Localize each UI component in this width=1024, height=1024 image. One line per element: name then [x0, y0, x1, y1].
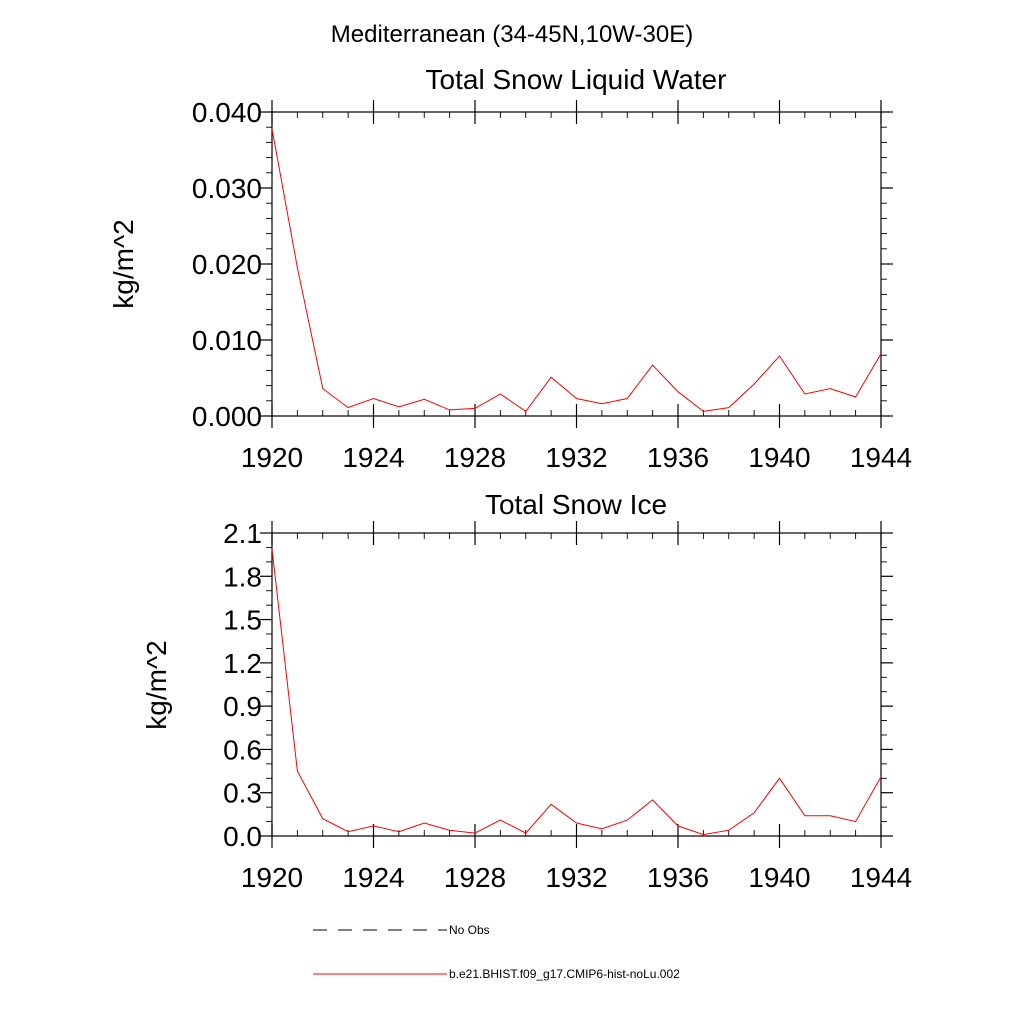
axis-ticks — [260, 521, 893, 848]
figure-title: Mediterranean (34-45N,10W-30E) — [331, 21, 693, 48]
x-tick-label: 1932 — [545, 862, 607, 893]
y-tick-label: 1.5 — [223, 605, 262, 636]
y-tick-label: 0.000 — [192, 401, 262, 432]
series-line — [271, 548, 882, 836]
series-group — [271, 548, 882, 836]
y-axis-label: kg/m^2 — [141, 640, 172, 729]
y-tick-label: 0.040 — [192, 97, 262, 128]
legend-entry-model-run: b.e21.BHIST.f09_g17.CMIP6-hist-noLu.002 — [313, 967, 680, 981]
x-tick-label: 1940 — [748, 442, 810, 473]
x-tick-label: 1944 — [850, 862, 912, 893]
x-tick-label: 1920 — [241, 442, 303, 473]
legend-label: b.e21.BHIST.f09_g17.CMIP6-hist-noLu.002 — [449, 967, 680, 981]
y-tick-label: 0.030 — [192, 173, 262, 204]
x-tick-label: 1928 — [444, 442, 506, 473]
chart-panel-snow-liquid-water: Total Snow Liquid Water kg/m^2 1920 1924 1… — [108, 64, 912, 473]
panel-title: Total Snow Liquid Water — [426, 64, 727, 95]
chart-panel-snow-ice: Total Snow Ice kg/m^2 1920 1924 1928 1932 19… — [141, 489, 912, 893]
y-tick-label: 0.0 — [223, 821, 262, 852]
tick-labels: 1920 1924 1928 1932 1936 1940 1944 0.0 0.3 0.6 0.9… — [223, 518, 912, 893]
x-tick-label: 1928 — [444, 862, 506, 893]
y-tick-label: 1.2 — [223, 648, 262, 679]
x-tick-label: 1924 — [342, 442, 404, 473]
series-group — [271, 128, 882, 413]
legend-label: No Obs — [449, 923, 490, 937]
series-line — [271, 128, 882, 413]
y-tick-label: 0.020 — [192, 249, 262, 280]
plot-frame — [271, 532, 882, 837]
panel-title: Total Snow Ice — [485, 489, 667, 520]
x-tick-label: 1936 — [647, 442, 709, 473]
y-tick-label: 0.010 — [192, 325, 262, 356]
y-tick-label: 1.8 — [223, 561, 262, 592]
x-tick-label: 1940 — [748, 862, 810, 893]
y-tick-label: 0.3 — [223, 778, 262, 809]
y-axis-label: kg/m^2 — [108, 219, 139, 308]
legend-entry-no-obs: No Obs — [313, 923, 490, 937]
x-tick-label: 1944 — [850, 442, 912, 473]
legend: No Obs b.e21.BHIST.f09_g17.CMIP6-hist-no… — [313, 923, 680, 981]
x-tick-label: 1936 — [647, 862, 709, 893]
x-tick-label: 1932 — [545, 442, 607, 473]
x-tick-label: 1920 — [241, 862, 303, 893]
y-tick-label: 0.9 — [223, 691, 262, 722]
y-tick-label: 2.1 — [223, 518, 262, 549]
tick-labels: 1920 1924 1928 1932 1936 1940 1944 0.000 0.010 0.… — [192, 97, 912, 473]
axis-ticks — [260, 100, 893, 428]
x-tick-label: 1924 — [342, 862, 404, 893]
y-tick-label: 0.6 — [223, 734, 262, 765]
